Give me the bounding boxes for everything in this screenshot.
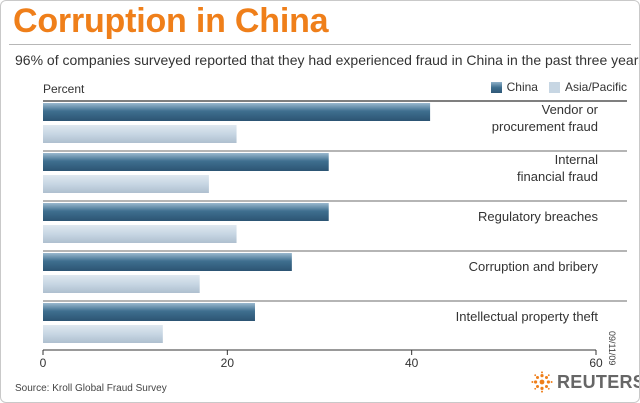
legend-swatch-china [490,81,502,93]
bar-asia-pacific [43,125,237,143]
category-label-line: financial fraud [517,169,598,184]
reuters-logo: REUTERS [531,371,640,393]
title-divider [9,44,631,45]
x-tick-label: 40 [405,356,419,370]
legend-label-asia-pacific: Asia/Pacific [564,80,627,94]
category-label-line: Vendor or [542,102,599,117]
reuters-wordmark: REUTERS [557,371,640,392]
category-label: Intellectual property theft [456,309,599,324]
axis-label-percent: Percent [43,82,85,96]
chart-subtitle: 96% of companies surveyed reported that … [15,52,640,68]
reuters-dots-icon [531,371,553,393]
bar-china [43,153,329,171]
bar-china [43,253,292,271]
legend-swatch-asia-pacific [548,81,560,93]
bar-china [43,103,431,121]
legend: China Asia/Pacific [490,80,627,94]
bar-china [43,303,255,321]
x-tick-label: 0 [40,356,47,370]
category-label-line: Internal [555,152,598,167]
bar-asia-pacific [43,275,200,293]
date-stamp: 09/11/09 [607,331,617,366]
category-label: Corruption and bribery [469,259,599,274]
chart-title: Corruption in China [13,2,329,40]
category-label-line: procurement fraud [492,119,598,134]
bar-asia-pacific [43,325,163,343]
source-note: Source: Kroll Global Fraud Survey [15,383,167,394]
x-tick-label: 20 [221,356,235,370]
category-label: Regulatory breaches [478,209,598,224]
bar-asia-pacific [43,225,237,243]
x-tick-label: 60 [589,356,603,370]
legend-label-china: China [506,80,538,94]
bar-china [43,203,329,221]
bar-asia-pacific [43,175,209,193]
